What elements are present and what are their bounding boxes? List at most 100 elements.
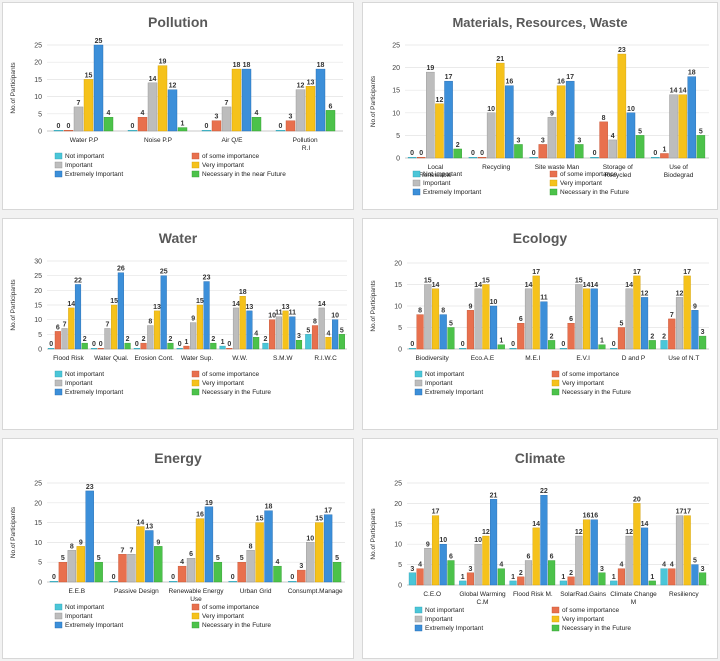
water-bar-water-sup-extremely-important: [203, 281, 210, 350]
ecology-legend-swatch: [414, 379, 423, 387]
water-data-label: 11: [275, 310, 283, 317]
climate-bar-c-e-o-not-important: [408, 572, 416, 586]
ecology-data-label: 11: [540, 295, 548, 302]
energy-bar-consumpt-manage-not-important: [288, 580, 297, 583]
ecology-legend-label: Necessary in the Future: [562, 389, 631, 396]
materials-resources-waste-legend-swatch: [549, 179, 558, 187]
ecology-data-label: 0: [612, 341, 616, 348]
ecology-y-tick: 15: [394, 282, 402, 289]
materials-resources-waste-bar-use-of-biodegrad-not-important: [651, 156, 660, 159]
ecology-data-label: 0: [461, 341, 465, 348]
energy-data-label: 13: [145, 524, 153, 531]
pollution-legend-label: of some importance: [202, 153, 259, 160]
energy-y-axis-label: No.of Participants: [10, 506, 17, 558]
ecology-data-label: 5: [449, 321, 453, 328]
water-bar-r-i-w-c-very-important: [325, 337, 332, 350]
water-bar-water-sup-necessary-in-the-future: [210, 342, 217, 350]
materials-resources-waste-data-label: 1: [662, 146, 666, 153]
pollution-legend-label: Necessary in the near Future: [202, 171, 286, 178]
materials-resources-waste-legend-label: of some importance: [560, 171, 617, 178]
water-data-label: 2: [83, 336, 87, 343]
water-bar-flood-risk-important: [61, 328, 68, 350]
climate-bar-resiliency-extremely-important: [691, 564, 699, 586]
energy-bar-urban-grid-not-important: [228, 580, 237, 583]
pollution-data-label: 0: [205, 123, 209, 130]
pollution-legend-swatch: [54, 152, 63, 160]
water-bar-water-qual-extremely-important: [117, 272, 124, 350]
materials-resources-waste-data-label: 10: [627, 106, 635, 113]
materials-resources-waste-legend-swatch: [412, 188, 421, 196]
water-bar-r-i-w-c-of-some-importance: [311, 325, 319, 350]
ecology-data-label: 17: [683, 269, 691, 276]
water-bar-w-w-extremely-important: [246, 310, 253, 350]
climate-data-label: 1: [461, 574, 465, 581]
ecology-bar-d-and-p-of-some-importance: [617, 327, 625, 350]
climate-y-axis-label: No.of Participants: [370, 508, 377, 560]
water-data-label: 26: [117, 266, 125, 273]
ecology-bar-d-and-p-necessary-in-the-future: [648, 340, 656, 350]
water-y-tick: 0: [38, 347, 42, 354]
energy-data-label: 5: [61, 555, 65, 562]
water-legend-swatch: [54, 370, 63, 378]
materials-resources-waste-data-label: 12: [436, 97, 444, 104]
pollution-data-label: 18: [233, 62, 241, 69]
climate-category-label: Flood Risk M.: [513, 591, 553, 598]
pollution-data-label: 7: [225, 100, 229, 107]
energy-data-label: 19: [205, 500, 213, 507]
materials-panel: Materials, Resources, Waste 0 5 10 15 20 25 No.…: [362, 2, 718, 210]
ecology-bar-eco-a-e-of-some-importance: [466, 310, 474, 350]
energy-category-label: Consumpt.Manage: [288, 588, 343, 595]
ecology-data-label: 9: [468, 303, 472, 310]
energy-data-label: 0: [171, 574, 175, 581]
energy-legend-label: Necessary in the Future: [202, 622, 271, 629]
climate-legend-label: Very important: [562, 616, 604, 623]
materials-resources-waste-data-label: 16: [557, 79, 565, 86]
pollution-bar-water-p-p-of-some-importance: [63, 129, 74, 132]
climate-data-label: 10: [474, 537, 482, 544]
water-category-label: R.I.W.C: [314, 355, 337, 362]
water-bar-w-w-necessary-in-the-future: [253, 337, 260, 350]
water-data-label: 15: [196, 298, 204, 305]
pollution-y-axis-label: No.of Participants: [10, 62, 17, 114]
pollution-data-label: 18: [317, 62, 325, 69]
climate-bar-global-warming-c-m-very-important: [482, 535, 490, 586]
ecology-data-label: 14: [625, 282, 633, 289]
materials-resources-waste-data-label: 10: [487, 106, 495, 113]
water-y-tick: 5: [38, 332, 42, 339]
materials-resources-waste-bar-recycling-of-some-importance: [477, 156, 487, 159]
climate-data-label: 17: [432, 509, 440, 516]
pollution-data-label: 18: [243, 62, 251, 69]
pollution-bar-air-q-e-necessary-in-the-near-future: [251, 117, 262, 132]
pollution-data-label: 15: [85, 72, 93, 79]
pollution-bar-noise-p-p-of-some-importance: [137, 117, 148, 132]
energy-legend-swatch: [54, 612, 63, 620]
energy-y-tick: 25: [34, 481, 42, 488]
water-bar-w-w-not-important: [219, 345, 226, 350]
pollution-legend-swatch: [191, 161, 200, 169]
ecology-data-label: 8: [418, 308, 422, 315]
pollution-data-label: 13: [307, 79, 315, 86]
climate-data-label: 4: [619, 562, 623, 569]
water-bar-flood-risk-very-important: [68, 307, 75, 350]
water-data-label: 15: [110, 298, 118, 305]
climate-data-label: 4: [662, 562, 666, 569]
materials-resources-waste-data-label: 0: [480, 150, 484, 157]
climate-data-label: 3: [600, 566, 604, 573]
climate-data-label: 14: [641, 521, 649, 528]
water-data-label: 22: [74, 277, 82, 284]
ecology-bar-e-v-i-extremely-important: [590, 288, 598, 350]
pollution-bar-noise-p-p-extremely-important: [167, 89, 178, 132]
climate-bar-resiliency-important: [675, 515, 684, 586]
climate-bar-solarrad-gains-extremely-important: [590, 519, 598, 586]
climate-category-label: SolarRad.Gains: [560, 591, 607, 598]
climate-bar-flood-risk-m-of-some-importance: [517, 576, 525, 586]
water-data-label: 14: [67, 301, 75, 308]
materials-resources-waste-bar-storage-of-recycled-not-important: [590, 156, 599, 159]
ecology-bar-biodiversity-extremely-important: [439, 314, 447, 350]
climate-data-label: 6: [550, 554, 554, 561]
materials-resources-waste-bar-site-waste-man-extremely-important: [565, 80, 575, 159]
pollution-bar-air-q-e-very-important: [231, 68, 242, 132]
